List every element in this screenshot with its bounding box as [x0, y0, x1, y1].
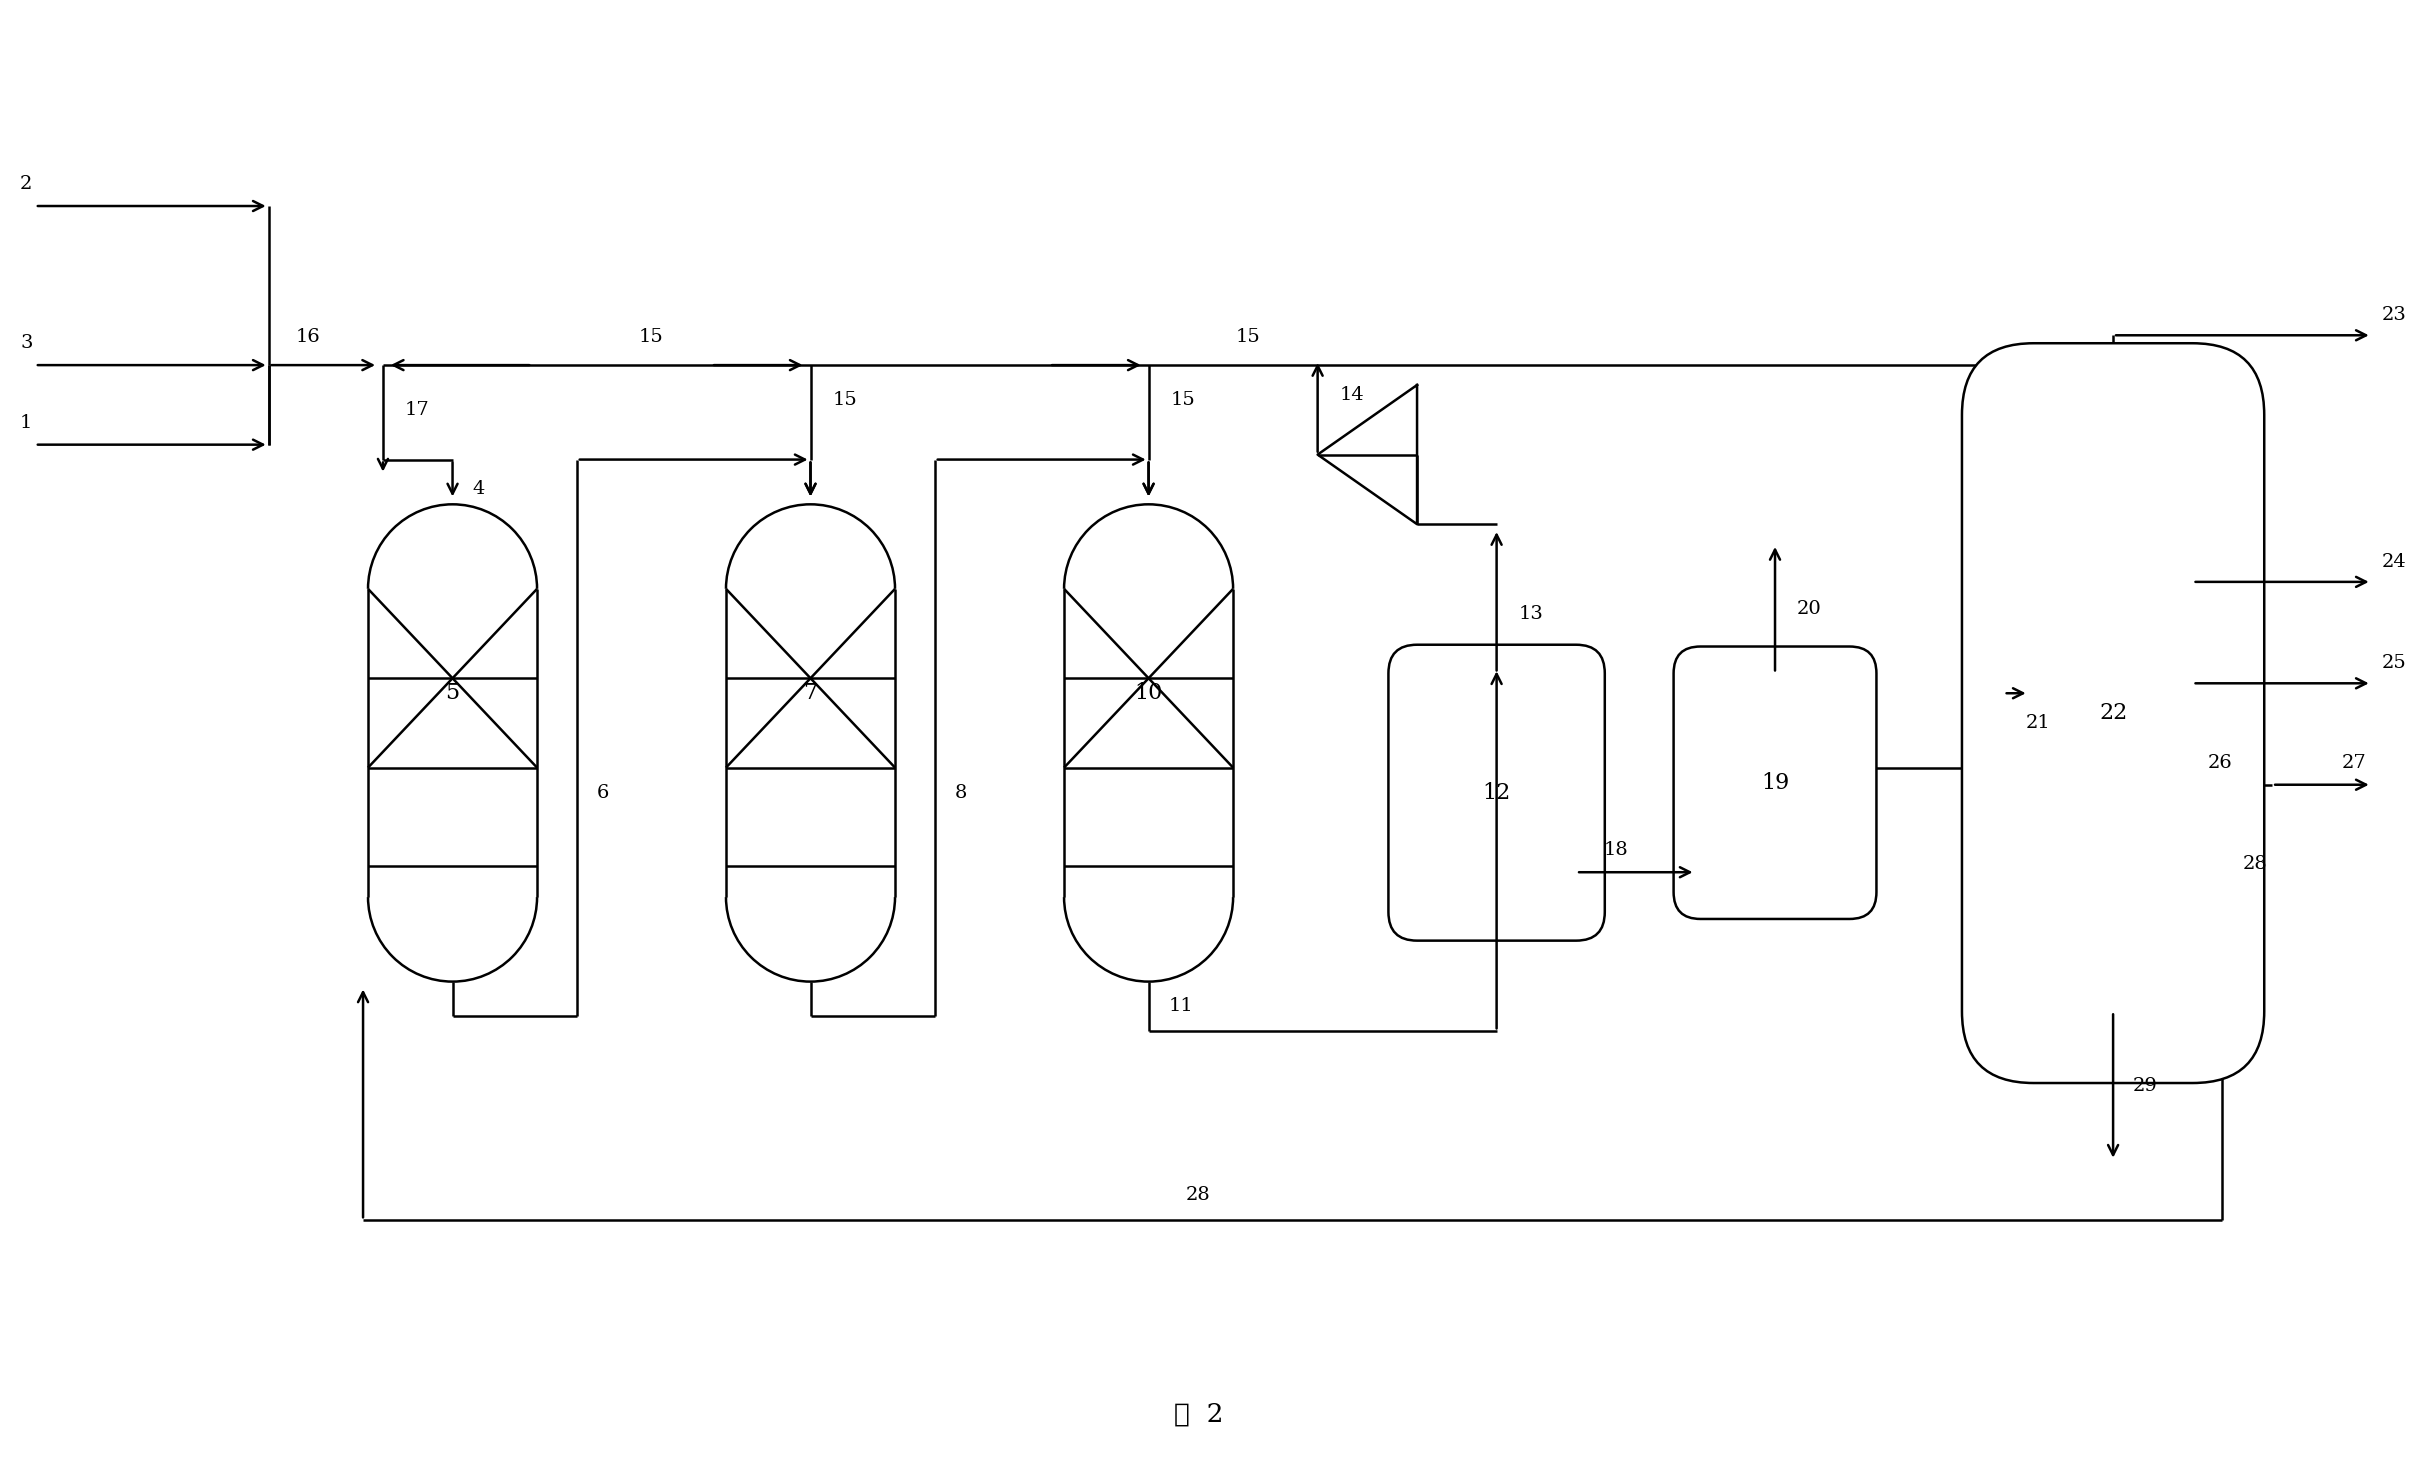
- Text: 24: 24: [2381, 552, 2405, 572]
- Text: 2: 2: [19, 175, 31, 193]
- Text: 17: 17: [405, 401, 429, 418]
- Text: 27: 27: [2343, 754, 2367, 772]
- Text: 20: 20: [1798, 600, 1822, 617]
- Text: 21: 21: [2024, 714, 2051, 732]
- Text: 25: 25: [2381, 654, 2405, 672]
- Text: 13: 13: [1518, 605, 1542, 623]
- Text: 7: 7: [803, 682, 817, 704]
- Text: 8: 8: [954, 784, 966, 801]
- Text: 6: 6: [598, 784, 610, 801]
- Text: 18: 18: [1603, 841, 1629, 859]
- Text: 15: 15: [831, 390, 858, 409]
- Text: 图  2: 图 2: [1174, 1402, 1222, 1427]
- FancyBboxPatch shape: [1962, 343, 2265, 1083]
- Text: 15: 15: [1236, 328, 1260, 346]
- FancyBboxPatch shape: [1388, 645, 1605, 941]
- Text: 4: 4: [472, 480, 484, 498]
- FancyBboxPatch shape: [1673, 647, 1877, 919]
- Text: 12: 12: [1482, 782, 1511, 804]
- Text: 22: 22: [2099, 703, 2128, 725]
- Text: 23: 23: [2381, 306, 2408, 324]
- Text: 28: 28: [1186, 1186, 1210, 1205]
- Text: 5: 5: [446, 682, 460, 704]
- Text: 11: 11: [1169, 997, 1193, 1015]
- Text: 29: 29: [2133, 1077, 2157, 1094]
- Text: 26: 26: [2208, 754, 2232, 772]
- Text: 3: 3: [19, 334, 31, 352]
- Text: 10: 10: [1135, 682, 1162, 704]
- Text: 28: 28: [2241, 856, 2268, 873]
- Text: 16: 16: [296, 328, 321, 346]
- Text: 15: 15: [639, 328, 663, 346]
- Text: 14: 14: [1340, 386, 1364, 404]
- Text: 19: 19: [1762, 772, 1788, 794]
- Text: 15: 15: [1171, 390, 1195, 409]
- Text: 1: 1: [19, 414, 31, 432]
